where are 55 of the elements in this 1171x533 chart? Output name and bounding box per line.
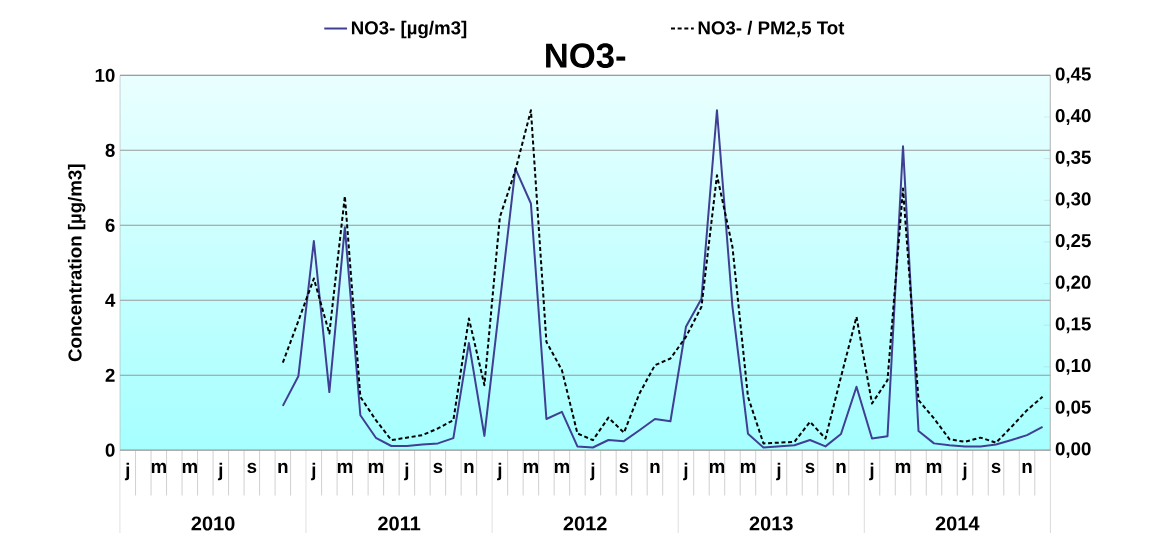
x-tick-label: j	[124, 462, 130, 481]
x-tick-label: m	[554, 462, 570, 473]
x-tick-label: j	[683, 462, 688, 481]
x-tick-label: m	[895, 462, 911, 473]
legend-label: NO3- [µg/m3]	[351, 20, 467, 38]
x-tick-label: j	[217, 462, 223, 481]
x-tick-label: s	[805, 462, 815, 473]
x-tick-label: m	[337, 462, 353, 473]
x-tick-label: j	[497, 462, 502, 481]
text: 2011	[378, 516, 421, 531]
legend-label: NO3- / PM2,5 Tot	[698, 20, 845, 37]
y-axis-title: Concentration [µg/m3]	[67, 164, 86, 361]
x-tick-label: n	[650, 462, 660, 473]
x-tick-label: s	[991, 462, 1001, 473]
x-tick-label: s	[247, 462, 257, 473]
text: 2012	[563, 516, 607, 531]
y2-tick-label: 0,20	[1055, 275, 1091, 292]
y-tick-label: 0	[105, 443, 115, 457]
y2-tick-label: 0,10	[1055, 358, 1091, 375]
text: 2013	[749, 516, 793, 531]
x-tick-label: m	[523, 462, 539, 473]
y2-tick-label: 0,35	[1055, 150, 1091, 167]
x-tick-label: m	[182, 462, 197, 473]
text: 2014	[935, 516, 980, 531]
x-tick-label: m	[709, 462, 725, 473]
x-tick-label: n	[1022, 462, 1032, 473]
y2-tick-label: 0,00	[1055, 441, 1091, 458]
y-tick-label: 10	[95, 68, 115, 82]
x-tick-label: m	[368, 462, 384, 473]
x-tick-label: n	[836, 462, 846, 473]
y2-tick-label: 0,30	[1055, 192, 1091, 209]
x-tick-label: n	[464, 462, 474, 473]
y2-tick-label: 0,40	[1055, 108, 1091, 125]
y2-tick-label: 0,25	[1055, 233, 1091, 250]
y-tick-label: 2	[105, 368, 115, 382]
x-tick-label: j	[869, 462, 874, 481]
y2-tick-label: 0,15	[1055, 316, 1091, 333]
x-tick-label: j	[403, 462, 409, 481]
x-tick-label: s	[619, 462, 629, 473]
x-tick-label: j	[590, 462, 595, 481]
text: 2010	[191, 516, 235, 531]
x-tick-label: j	[776, 462, 781, 481]
chart-title: NO3-	[546, 43, 626, 68]
x-tick-label: m	[151, 462, 166, 473]
x-tick-label: j	[310, 462, 316, 481]
y2-tick-label: 0,05	[1055, 400, 1091, 417]
y-tick-label: 4	[105, 293, 116, 307]
x-tick-label: m	[926, 462, 942, 473]
x-tick-label: m	[740, 462, 756, 473]
y-tick-label: 8	[105, 143, 115, 157]
x-tick-label: n	[278, 462, 288, 473]
x-tick-label: j	[962, 462, 967, 481]
y-tick-label: 6	[105, 218, 115, 232]
x-tick-label: s	[433, 462, 443, 473]
y2-tick-label: 0,45	[1055, 67, 1091, 84]
